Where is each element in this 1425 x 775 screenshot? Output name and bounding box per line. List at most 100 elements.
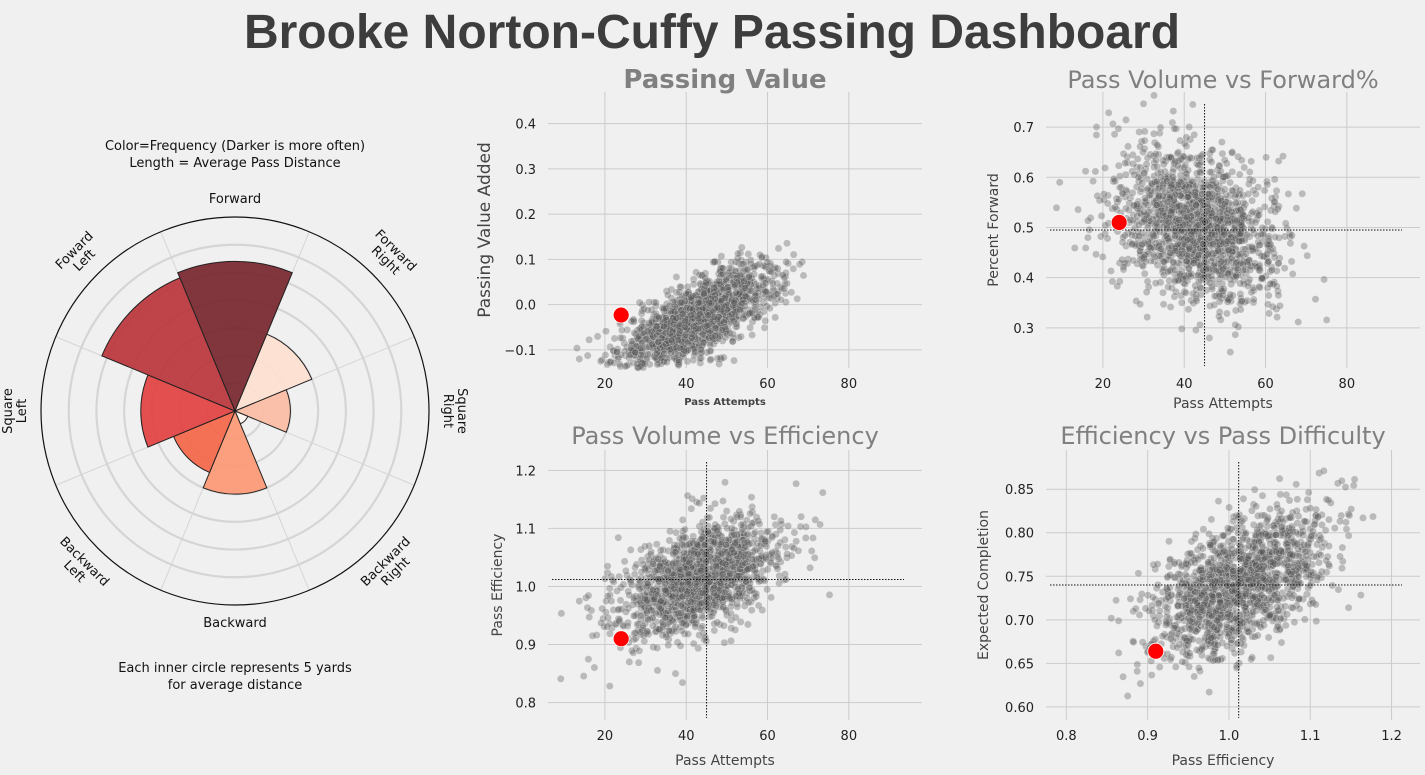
background-point <box>1114 124 1123 133</box>
background-point <box>739 290 748 298</box>
background-point <box>727 515 735 523</box>
background-point <box>1263 250 1271 259</box>
background-point <box>557 609 566 618</box>
background-point <box>701 326 710 335</box>
panel-title: Passing Value <box>623 65 826 95</box>
background-point <box>1103 199 1112 208</box>
background-point <box>661 613 669 622</box>
background-point <box>782 268 790 277</box>
background-point <box>701 273 710 282</box>
background-point <box>711 568 719 577</box>
background-point <box>644 570 653 578</box>
background-point <box>690 606 698 615</box>
polar-direction-label: BackwardLeft <box>46 534 111 599</box>
background-point <box>643 327 652 336</box>
background-point <box>759 282 768 291</box>
background-point <box>676 305 685 314</box>
x-tick-label: 1.1 <box>1300 729 1321 744</box>
background-point <box>638 360 647 368</box>
background-point <box>816 520 824 529</box>
background-point <box>1164 267 1172 276</box>
background-point <box>698 622 707 631</box>
background-point <box>789 264 798 273</box>
background-point <box>694 294 703 303</box>
background-point <box>1185 182 1194 191</box>
background-point <box>700 336 709 344</box>
background-point <box>1215 208 1224 217</box>
background-point <box>710 626 719 635</box>
y-axis-label: Pass Efficiency <box>490 534 506 637</box>
background-point <box>1145 243 1154 251</box>
background-point <box>635 646 644 655</box>
background-point <box>1207 158 1216 166</box>
background-point <box>682 291 691 300</box>
background-point <box>1177 298 1186 307</box>
background-point <box>706 355 715 364</box>
background-point <box>1260 186 1269 195</box>
background-point <box>597 619 605 627</box>
background-point <box>727 264 736 273</box>
background-point <box>1121 159 1129 167</box>
background-point <box>643 627 652 636</box>
background-point <box>1212 215 1221 223</box>
background-point <box>1164 283 1172 291</box>
background-point <box>717 549 726 558</box>
background-point <box>689 342 698 351</box>
background-point <box>659 326 668 334</box>
polar-footnote-line1: Each inner circle represents 5 yards <box>118 661 352 676</box>
background-point <box>637 604 646 612</box>
background-point <box>1223 309 1231 318</box>
background-point <box>721 299 730 308</box>
background-point <box>604 613 612 622</box>
background-point <box>714 291 723 300</box>
x-tick-label: 80 <box>841 377 858 392</box>
background-point <box>1187 230 1196 239</box>
background-point <box>781 272 790 281</box>
background-point <box>598 604 607 613</box>
background-point <box>718 326 726 334</box>
background-point <box>668 328 676 336</box>
background-point <box>1157 245 1165 253</box>
background-point <box>1255 282 1264 291</box>
background-point <box>1179 152 1188 161</box>
y-tick-label: 0.65 <box>1005 657 1034 672</box>
background-point <box>702 320 711 329</box>
background-point <box>708 310 716 318</box>
background-point <box>1101 164 1109 172</box>
background-point <box>806 563 814 572</box>
background-point <box>634 356 643 365</box>
background-point <box>727 624 736 633</box>
background-point <box>684 317 693 326</box>
background-point <box>745 287 753 296</box>
polar-grid-ring <box>67 243 403 579</box>
background-point <box>711 280 719 289</box>
background-point <box>713 300 722 309</box>
background-point <box>706 314 714 323</box>
background-point <box>724 307 733 316</box>
background-point <box>646 329 655 338</box>
background-point <box>705 318 714 327</box>
y-tick-label: 0.1 <box>515 253 536 268</box>
background-point <box>1237 229 1245 238</box>
background-point <box>635 298 644 307</box>
background-point <box>1143 184 1152 193</box>
background-point <box>687 504 696 513</box>
background-point <box>1164 218 1173 227</box>
background-point <box>644 306 652 315</box>
background-point <box>721 294 730 302</box>
background-point <box>747 551 756 560</box>
background-point <box>1227 254 1236 263</box>
background-point <box>650 322 658 331</box>
background-point <box>657 354 666 363</box>
background-point <box>774 287 783 296</box>
background-point <box>1237 297 1246 305</box>
background-point <box>1179 221 1188 229</box>
background-point <box>1172 287 1180 296</box>
background-point <box>762 287 771 296</box>
background-point <box>676 319 684 328</box>
background-point <box>1097 212 1106 220</box>
background-point <box>678 678 687 687</box>
background-point <box>630 317 638 326</box>
background-point <box>638 325 647 334</box>
background-point <box>771 520 780 529</box>
